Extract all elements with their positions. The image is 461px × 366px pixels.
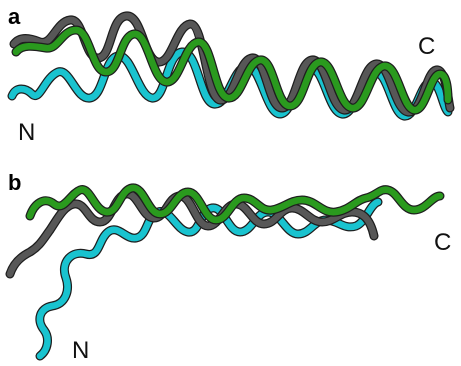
panel-a: a N C xyxy=(7,4,455,146)
panel-a-green-helix xyxy=(12,26,452,114)
panel-a-letter: a xyxy=(8,4,21,29)
panel-a-n-terminus-label: N xyxy=(18,119,35,146)
panel-b: b N C xyxy=(5,170,451,364)
panel-b-n-terminus-label: N xyxy=(72,337,89,364)
panel-a-c-terminus-label: C xyxy=(418,33,435,60)
panel-b-green-chain xyxy=(26,184,444,224)
panel-b-letter: b xyxy=(8,170,21,195)
panel-b-cyan-chain xyxy=(36,198,382,360)
panel-b-c-terminus-label: C xyxy=(434,229,451,256)
